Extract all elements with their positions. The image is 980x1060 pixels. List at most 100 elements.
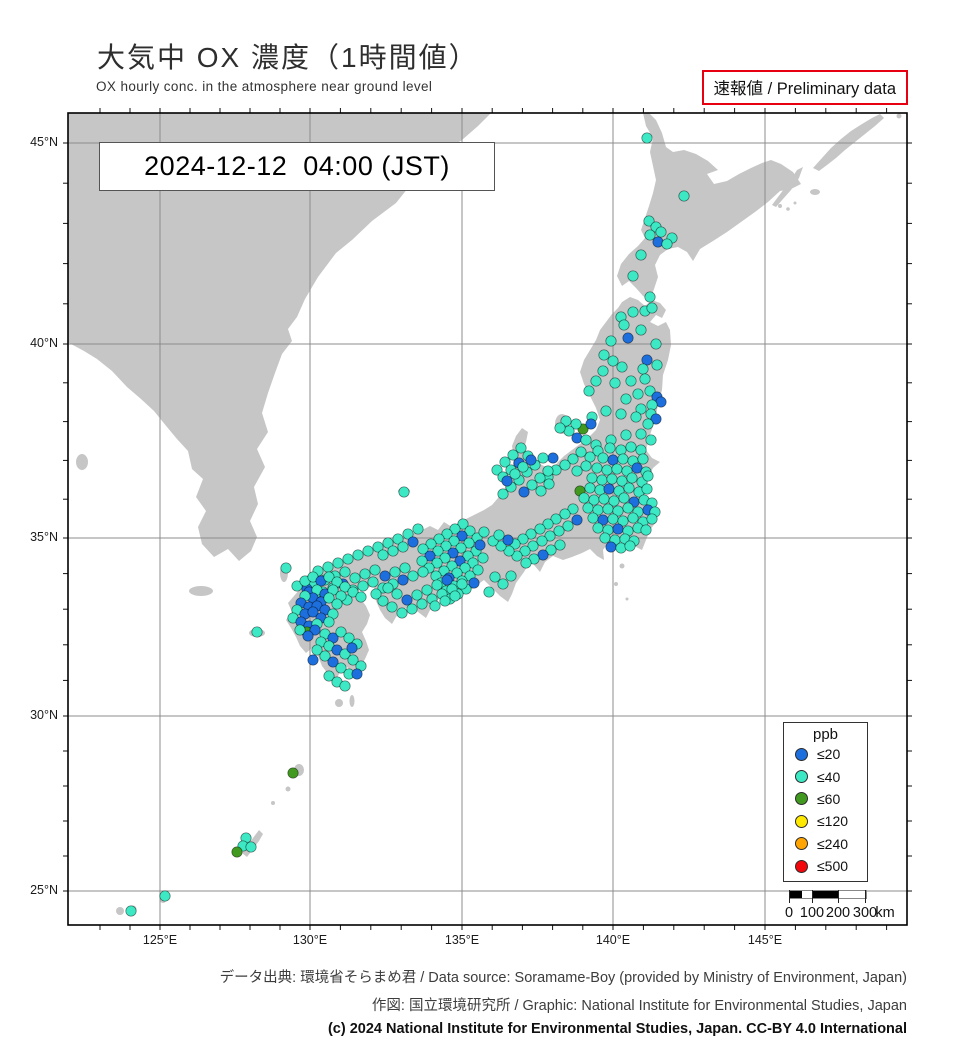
station-dot <box>603 483 615 495</box>
izu-islet <box>625 597 629 601</box>
station-dot <box>646 513 658 525</box>
station-dot <box>307 606 319 618</box>
station-dot <box>407 570 419 582</box>
station-dot <box>125 905 137 917</box>
station-dot <box>343 632 355 644</box>
station-dot <box>349 572 361 584</box>
station-dot <box>489 571 501 583</box>
station-dot <box>309 624 321 636</box>
station-dot <box>455 542 467 554</box>
legend-entry: ≤20 <box>784 743 867 765</box>
station-dot <box>251 626 263 638</box>
station-dot <box>431 579 443 591</box>
station-dot <box>678 190 690 202</box>
station-dot <box>597 365 609 377</box>
korea-west-island <box>76 454 88 470</box>
station-dot <box>578 492 590 504</box>
hokkaido <box>617 113 801 300</box>
station-dot <box>655 226 667 238</box>
station-dot <box>637 363 649 375</box>
station-dot <box>382 582 394 594</box>
station-dot <box>294 624 306 636</box>
station-dot <box>560 415 572 427</box>
habomai-islet <box>786 207 790 211</box>
station-dot <box>280 562 292 574</box>
station-dot <box>491 464 503 476</box>
station-dot <box>433 533 445 545</box>
station-dot <box>332 557 344 569</box>
legend-entry-label: ≤40 <box>817 768 841 785</box>
station-dots-layer <box>125 132 690 917</box>
station-dot <box>602 503 614 515</box>
station-dot <box>352 549 364 561</box>
station-dot <box>399 562 411 574</box>
station-dot <box>536 535 548 547</box>
station-dot <box>525 454 537 466</box>
station-dot <box>412 523 424 535</box>
latitude-label: 30°N <box>30 708 58 722</box>
station-dot <box>323 670 335 682</box>
station-dot <box>411 589 423 601</box>
station-dot <box>639 373 651 385</box>
legend-entry-label: ≤120 <box>817 813 849 830</box>
station-dot <box>497 488 509 500</box>
station-dot <box>627 306 639 318</box>
station-dot <box>398 486 410 498</box>
station-dot <box>456 530 468 542</box>
station-dot <box>447 547 459 559</box>
legend-entry-label: ≤500 <box>817 858 849 875</box>
station-dot <box>534 523 546 535</box>
station-dot <box>550 513 562 525</box>
station-dot <box>542 465 554 477</box>
habomai-islet <box>793 201 797 205</box>
station-dot <box>661 238 673 250</box>
station-dot <box>575 446 587 458</box>
station-dot <box>319 650 331 662</box>
station-dot <box>615 444 627 456</box>
honshu <box>304 297 671 602</box>
station-dot <box>587 512 599 524</box>
station-dot <box>554 539 566 551</box>
station-dot <box>370 588 382 600</box>
station-dot <box>635 444 647 456</box>
station-dot <box>615 408 627 420</box>
station-dot <box>571 514 583 526</box>
station-dot <box>327 656 339 668</box>
station-dot <box>517 533 529 545</box>
station-dot <box>359 568 371 580</box>
station-dot <box>567 453 579 465</box>
station-dot <box>620 393 632 405</box>
station-dot <box>477 552 489 564</box>
shikotan-island <box>810 189 820 195</box>
scalebar-label: 100 <box>799 905 825 921</box>
station-dot <box>590 375 602 387</box>
station-dot <box>612 523 624 535</box>
station-dot <box>630 411 642 423</box>
station-dot <box>459 562 471 574</box>
station-dot <box>339 566 351 578</box>
footer-copyright: (c) 2024 National Institute for Environm… <box>327 1021 907 1037</box>
station-dot <box>291 580 303 592</box>
scalebar-segment <box>802 891 813 898</box>
station-dot <box>622 502 634 514</box>
station-dot <box>559 459 571 471</box>
station-dot <box>421 584 433 596</box>
station-dot <box>644 291 656 303</box>
station-dot <box>616 361 628 373</box>
station-dot <box>302 630 314 642</box>
legend-entry-label: ≤20 <box>817 746 841 763</box>
station-dot <box>618 492 630 504</box>
station-dot <box>362 545 374 557</box>
station-dot <box>493 529 505 541</box>
station-dot <box>322 561 334 573</box>
station-dot <box>231 846 243 858</box>
station-dot <box>323 571 335 583</box>
station-dot <box>616 475 628 487</box>
station-dot <box>367 576 379 588</box>
station-dot <box>406 603 418 615</box>
station-dot <box>463 537 475 549</box>
scalebar-tick <box>789 890 790 903</box>
station-dot <box>632 388 644 400</box>
station-dot <box>627 512 639 524</box>
tanegashima-island <box>349 695 355 707</box>
